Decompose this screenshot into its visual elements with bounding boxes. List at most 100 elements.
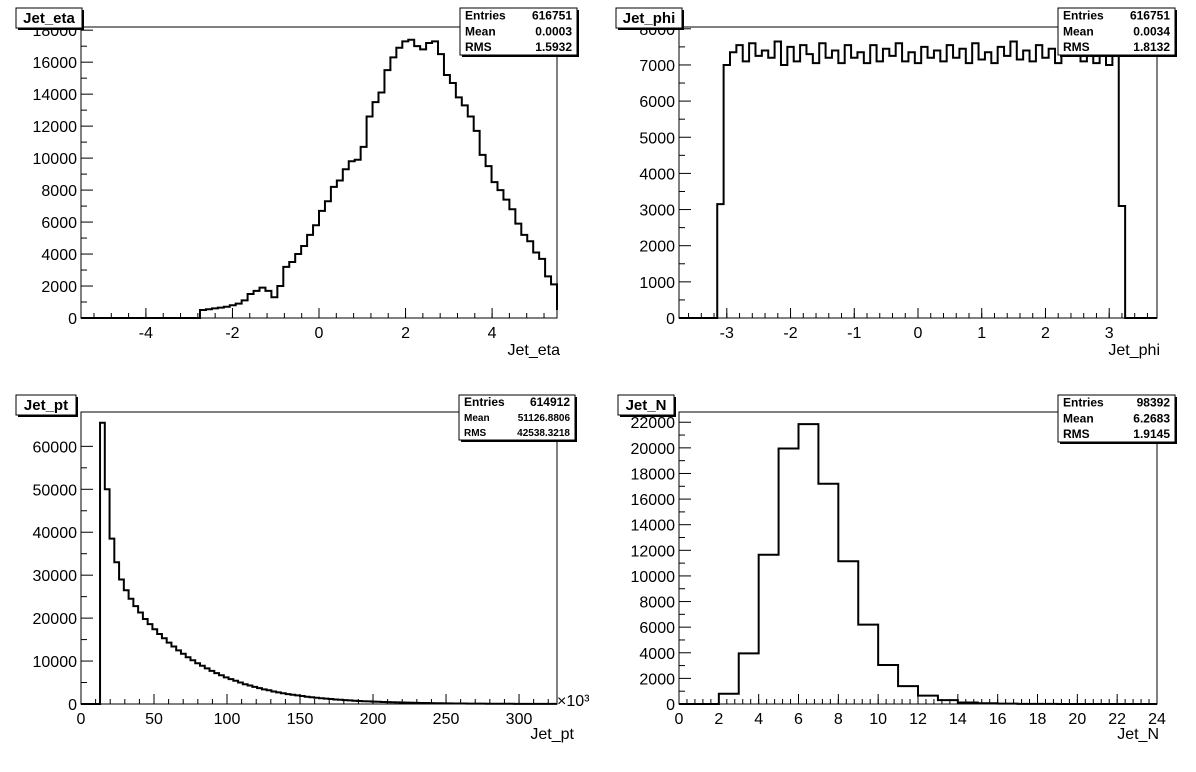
histogram-bin [295,254,301,318]
x-tick-label: 250 [433,711,460,728]
y-tick-label: 6000 [639,620,675,637]
histogram-bin [794,61,800,318]
histogram-bin [1068,56,1074,318]
histogram-title: Jet_phi [623,10,676,27]
stats-label: Entries [464,395,505,409]
histogram-bin [331,187,337,318]
histogram-bin [300,696,305,704]
x-tick-label: 300 [506,711,533,728]
stats-box [1057,394,1176,443]
x-tick-label: 8 [834,711,843,728]
histogram-bin [878,665,898,704]
histogram-bin [1087,45,1093,318]
stats-value: 1.8132 [1133,40,1170,54]
histogram-bin [283,267,289,318]
histogram-bin [329,699,334,704]
stats-value: 0.0034 [1133,24,1170,38]
histogram-bin [832,50,838,318]
y-tick-label: 5000 [639,130,675,147]
stats-label: RMS [1063,40,1090,54]
stats-label: Entries [1063,396,1104,410]
x-tick-label: 4 [754,711,763,728]
histogram-bin [371,702,376,704]
stats-value: 614912 [530,395,570,409]
y-tick-label: 4000 [639,166,675,183]
histogram-bin [978,703,998,704]
histogram-bin [400,703,405,704]
y-tick-label: 6000 [41,215,77,232]
histogram-bin [390,702,395,704]
histogram-bin [959,49,965,318]
histogram-bin [921,47,927,318]
stats-box [458,394,576,441]
y-tick-label: 10000 [631,569,676,586]
histogram-bin [420,49,426,318]
histogram-bin [426,43,432,318]
x-tick-label: -2 [225,325,239,342]
stats-value: 42538.3218 [517,428,570,439]
histogram-bin [915,63,921,318]
histogram-bin [1074,50,1080,318]
y-tick-label: 2000 [41,279,77,296]
histogram-bin [186,657,191,704]
histogram-bin [448,703,453,704]
histogram-bin [908,52,914,318]
y-tick-label: 14000 [33,87,78,104]
histogram-bin [1042,58,1048,318]
histogram-bin [286,694,291,704]
histogram-bin [1112,45,1118,318]
histogram-bin [171,646,176,704]
histogram-bin [424,703,429,704]
histogram-bin [1049,49,1055,318]
stats-label: Mean [1063,24,1094,38]
y-tick-label: 0 [68,697,77,714]
histogram-bin [551,284,557,318]
histogram-title: Jet_pt [24,397,68,414]
stats-value: 616751 [532,9,572,23]
histogram-bin [1017,60,1023,318]
histogram-bin [979,60,985,318]
histogram-bin [257,688,262,704]
histogram-bin [110,539,115,704]
histogram-bin [739,653,759,704]
x-tick-label: 0 [914,325,923,342]
histogram-bin [1036,45,1042,318]
stats-value: 1.5932 [535,40,572,54]
histogram-bin [124,590,129,704]
histogram-bin [749,43,755,318]
y-tick-label: 20000 [33,611,78,628]
y-tick-label: 2000 [639,671,675,688]
stats-label: Entries [465,9,506,23]
histogram-bin [381,702,386,704]
x-tick-label: 6 [794,711,803,728]
histogram-bin [934,50,940,318]
histogram-bin [361,147,367,318]
histogram-bin [309,697,314,704]
y-tick-label: 0 [68,311,77,328]
histogram-line [81,421,557,705]
histogram-bin [157,634,162,704]
histogram-bin [289,262,295,318]
histogram-bin [176,650,181,704]
histogram-bin [719,694,739,704]
stats-value: 98392 [1137,396,1171,410]
x-tick-label: -1 [847,325,861,342]
histogram-bin [972,43,978,318]
histogram-bin [396,48,402,318]
stats-label: RMS [464,428,487,439]
histogram-bin [162,638,167,704]
histogram-bin [314,698,319,704]
histogram-bin [1061,43,1067,318]
stats-label: RMS [465,40,492,54]
histogram-bin [521,235,527,318]
y-tick-label: 20000 [631,441,676,458]
histogram-bin [515,224,521,318]
histogram-bin [452,703,457,704]
y-tick-label: 4000 [639,646,675,663]
stats-label: RMS [1063,427,1090,441]
histogram-title: Jet_eta [23,10,75,27]
histogram-bin [787,47,793,318]
y-tick-label: 30000 [33,568,78,585]
y-tick-label: 14000 [631,518,676,535]
